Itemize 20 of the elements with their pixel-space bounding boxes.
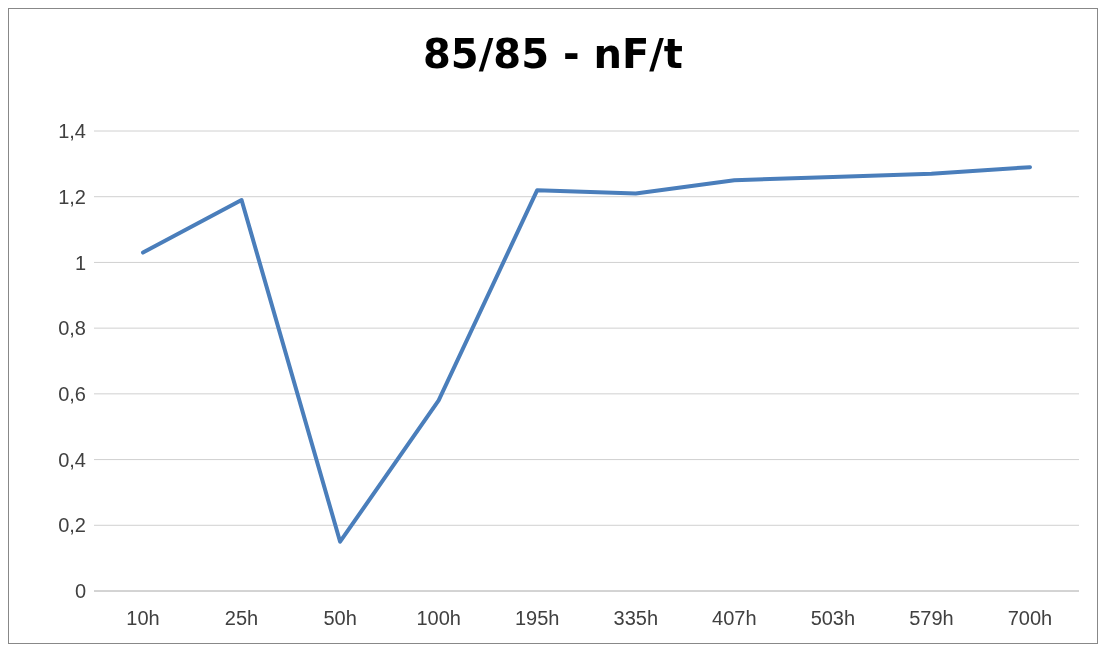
x-tick-label: 335h — [613, 607, 659, 630]
x-tick-label: 407h — [712, 607, 757, 630]
y-tick-label: 0 — [74, 580, 86, 603]
y-tick-label: 0,8 — [58, 317, 86, 340]
y-tick-label: 0,2 — [58, 514, 86, 537]
x-tick-label: 25h — [224, 607, 259, 630]
y-tick-label: 1,2 — [58, 185, 86, 208]
x-tick-label: 10h — [126, 607, 160, 630]
y-tick-label: 1 — [74, 251, 86, 274]
x-tick-label: 195h — [514, 607, 560, 630]
y-tick-label: 0,6 — [58, 382, 86, 405]
x-tick-label: 100h — [416, 607, 461, 630]
chart-title: 85/85 - nF/t — [422, 31, 684, 79]
line-series — [141, 165, 1032, 544]
x-tick-label: 50h — [323, 607, 357, 630]
y-tick-label: 0,4 — [58, 448, 86, 471]
x-tick-label: 700h — [1007, 607, 1053, 630]
x-tick-label: 503h — [810, 607, 856, 630]
y-tick-label: 1,4 — [58, 120, 86, 143]
x-tick-label: 579h — [909, 607, 954, 630]
